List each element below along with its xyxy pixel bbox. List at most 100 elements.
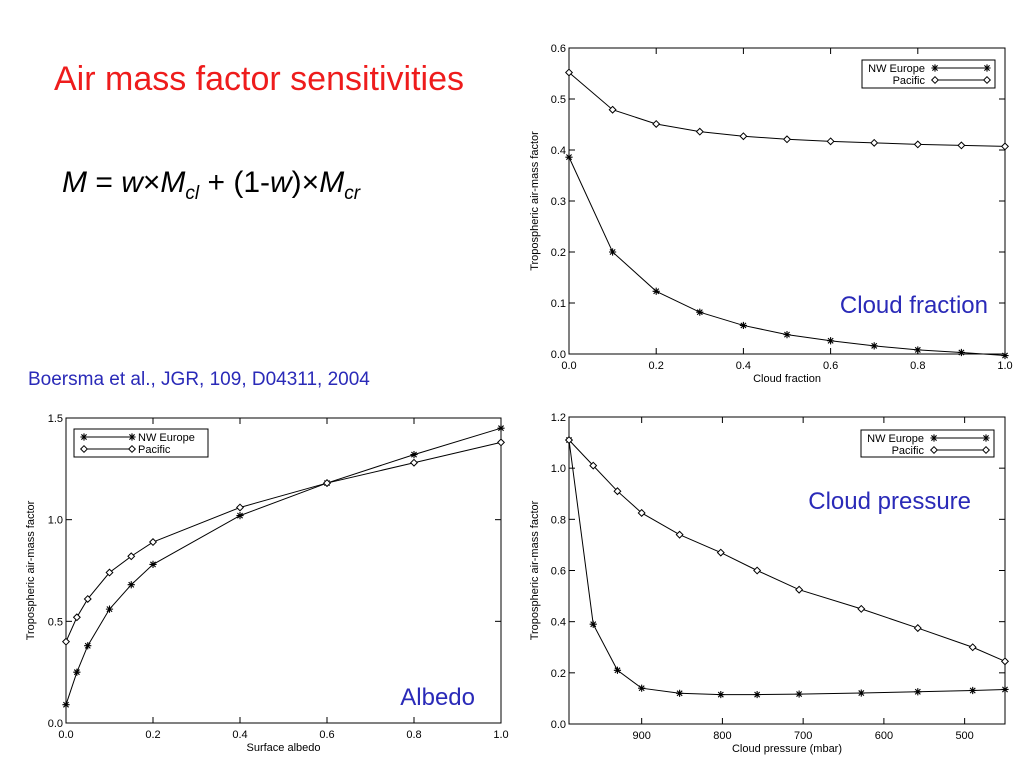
cloud-pressure-nw-europe-point	[589, 620, 597, 628]
cloud-fraction-pacific-legend-label: Pacific	[893, 75, 926, 87]
cloud-fraction-nw-europe-point	[827, 337, 835, 345]
cloud-pressure-pacific-point	[589, 461, 598, 470]
slide-title: Air mass factor sensitivities	[54, 60, 464, 98]
cloud-fraction-x-tick-label: 0.4	[736, 360, 751, 372]
cloud-fraction-y-axis-label: Tropospheric air-mass factor	[529, 131, 541, 271]
cloud-fraction-nw-europe-point	[609, 248, 617, 256]
formula-sub-cl: cl	[185, 183, 200, 204]
cloud-pressure-plot-frame	[568, 416, 1006, 725]
cloud-pressure-nw-europe-legend-label: NW Europe	[867, 433, 924, 445]
formula-equals: =	[87, 166, 122, 199]
formula-m: M	[62, 166, 87, 199]
surface-albedo-pacific-point	[235, 503, 245, 512]
cloud-pressure-x-tick-label: 900	[632, 730, 650, 742]
surface-albedo-nw-europe-legend-label: NW Europe	[138, 432, 195, 444]
surface-albedo-x-tick-label: 0.4	[232, 729, 247, 741]
surface-albedo-legend-box	[73, 428, 209, 458]
cloud-pressure-y-tick-label: 0.0	[551, 719, 566, 731]
surface-albedo-nw-europe-point	[236, 512, 244, 520]
cloud-fraction-pacific-point	[957, 141, 966, 150]
surface-albedo-pacific-point	[83, 594, 92, 603]
surface-albedo-nw-europe-point	[62, 701, 70, 709]
cloud-fraction-nw-europe-point	[957, 348, 965, 357]
cloud-fraction-nw-europe-point	[783, 331, 791, 339]
surface-albedo-pacific-point	[409, 458, 419, 467]
cloud-fraction-nw-europe-point	[565, 153, 573, 161]
surface-albedo-pacific-point	[61, 637, 71, 646]
cloud-pressure-pacific-point	[968, 643, 977, 652]
surface-albedo-nw-europe-line	[65, 427, 502, 705]
cloud-fraction-x-axis-label: Cloud fraction	[753, 373, 821, 385]
surface-albedo-pacific-point	[105, 568, 114, 577]
cloud-fraction-legend-box	[861, 59, 996, 89]
cloud-pressure-pacific-point	[716, 548, 725, 557]
surface-albedo-pacific-point	[496, 438, 506, 447]
cloud-pressure-pacific-line	[568, 439, 1006, 662]
surface-albedo-pacific-line	[65, 441, 502, 642]
formula-w: w	[121, 166, 143, 199]
surface-albedo-y-axis-label: Tropospheric air-mass factor	[25, 500, 37, 640]
surface-albedo-pacific-point	[127, 552, 136, 561]
cloud-fraction-pacific-point	[652, 119, 661, 128]
surface-albedo-x-tick-label: 0.6	[319, 729, 334, 741]
cloud-pressure-y-tick-label: 0.4	[551, 617, 566, 629]
surface-albedo-x-tick-label: 0.2	[145, 729, 160, 741]
cloud-fraction-x-tick-label: 0.2	[649, 360, 664, 372]
surface-albedo-x-tick-label: 1.0	[493, 729, 508, 741]
cloud-fraction-nw-europe-legend-label: NW Europe	[868, 63, 925, 75]
surface-albedo-nw-europe-legend-marker	[128, 433, 136, 441]
cloud-fraction-y-tick-label: 0.1	[551, 298, 566, 310]
cloud-pressure-y-tick-label: 1.2	[551, 412, 566, 424]
cloud-pressure-annotation: Cloud pressure	[808, 488, 971, 515]
cloud-pressure-x-axis-label: Cloud pressure (mbar)	[732, 743, 842, 755]
cloud-fraction-y-tick-label: 0.0	[551, 349, 566, 361]
cloud-fraction-x-tick-label: 0.8	[910, 360, 925, 372]
cloud-pressure-pacific-legend-marker	[929, 445, 939, 455]
surface-albedo-nw-europe-point	[410, 451, 418, 459]
surface-albedo-nw-europe-point	[105, 605, 114, 613]
cloud-fraction-annotation: Cloud fraction	[840, 292, 988, 319]
cloud-pressure-pacific-point	[675, 530, 684, 539]
cloud-pressure-pacific-point	[913, 624, 922, 633]
cloud-pressure-pacific-point	[637, 508, 646, 517]
cloud-pressure-pacific-legend-marker	[981, 445, 991, 455]
cloud-fraction-nw-europe-point	[914, 346, 922, 354]
cloud-fraction-pacific-point	[826, 137, 835, 146]
cloud-pressure-pacific-point	[613, 487, 622, 496]
formula-close: )	[291, 166, 302, 199]
surface-albedo-nw-europe-point	[73, 668, 81, 676]
cloud-pressure-pacific-point	[857, 604, 866, 613]
surface-albedo-y-tick-label: 0.5	[48, 616, 63, 628]
cloud-fraction-pacific-point	[913, 140, 922, 149]
cloud-pressure-y-axis-label: Tropospheric air-mass factor	[529, 500, 541, 640]
cloud-pressure-y-tick-label: 0.6	[551, 566, 566, 578]
cloud-pressure-x-tick-label: 600	[875, 730, 893, 742]
surface-albedo-plot-frame	[65, 417, 502, 724]
cloud-fraction-pacific-point	[695, 127, 704, 136]
cloud-fraction-nw-europe-legend-marker	[931, 64, 939, 72]
formula-sub-cr: cr	[344, 183, 361, 204]
cloud-pressure-pacific-point	[753, 566, 762, 575]
cloud-fraction-y-tick-label: 0.3	[551, 196, 566, 208]
cloud-pressure-x-tick-label: 500	[955, 730, 973, 742]
surface-albedo-pacific-legend-label: Pacific	[138, 444, 171, 456]
cloud-pressure-nw-europe-point	[676, 689, 684, 697]
cloud-fraction-pacific-legend-marker	[982, 75, 992, 85]
cloud-pressure-nw-europe-legend-marker	[930, 434, 938, 442]
cloud-pressure-nw-europe-point	[969, 686, 977, 695]
cloud-fraction-pacific-point	[870, 138, 879, 147]
cloud-fraction-nw-europe-legend-marker	[983, 64, 991, 72]
cloud-fraction-x-tick-label: 0.0	[561, 360, 576, 372]
formula-times-2: ×	[301, 166, 320, 199]
surface-albedo-x-tick-label: 0.0	[58, 729, 73, 741]
surface-albedo-pacific-point	[148, 538, 158, 547]
cloud-pressure-pacific-point	[1000, 657, 1010, 666]
surface-albedo-nw-europe-point	[84, 642, 92, 650]
cloud-fraction-nw-europe-point	[739, 321, 747, 330]
surface-albedo-pacific-point	[322, 479, 332, 488]
